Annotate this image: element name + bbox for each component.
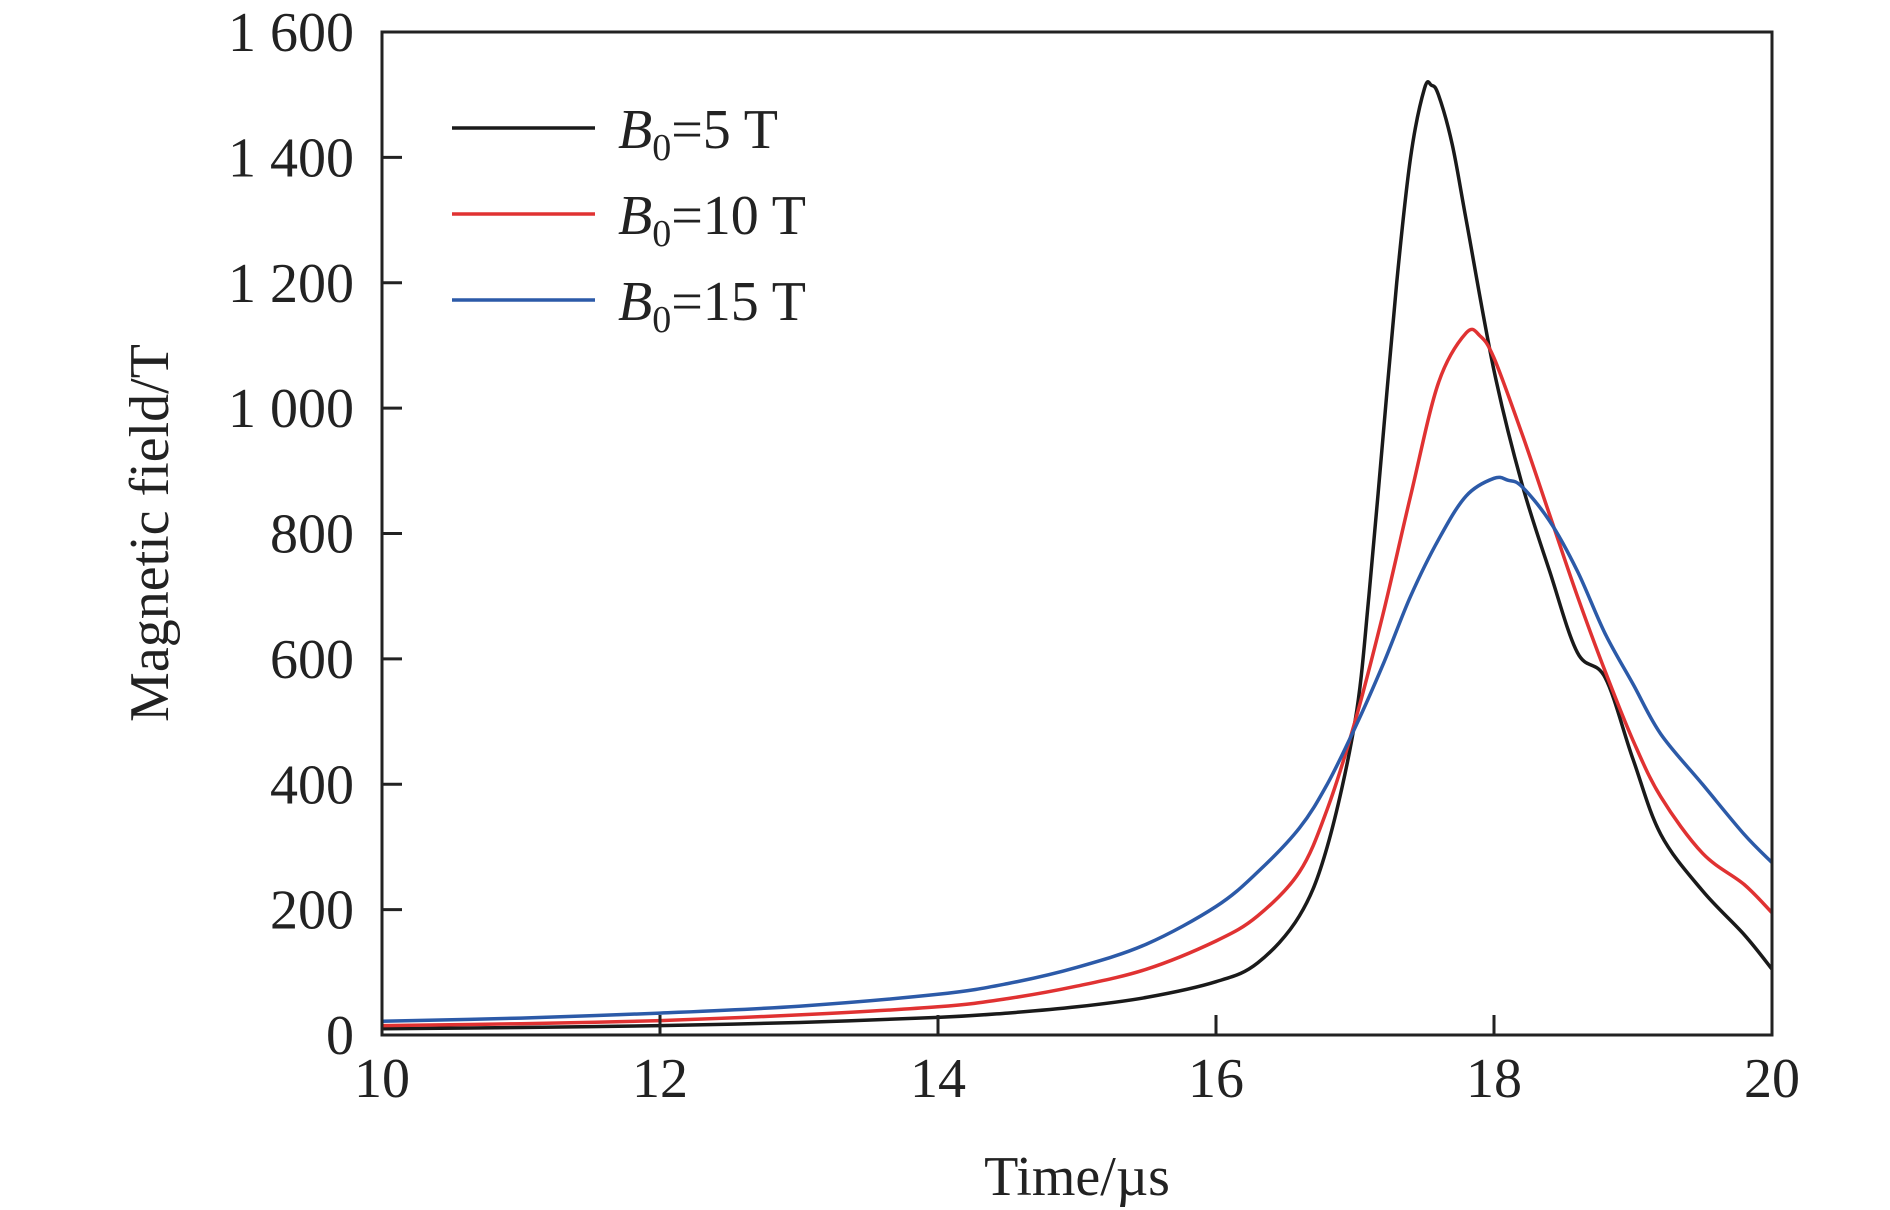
y-tick-label-0: 0 xyxy=(326,1005,354,1067)
plot-frame xyxy=(380,30,1774,1037)
y-tick-label-7: 1 400 xyxy=(228,127,354,189)
series-line-0 xyxy=(381,80,1774,1031)
x-tick-label-4: 18 xyxy=(1466,1048,1522,1110)
legend-label-2: B0=15 T xyxy=(618,271,806,341)
x-tick-label-3: 16 xyxy=(1188,1048,1244,1110)
legend-label-1: B0=10 T xyxy=(618,185,806,255)
y-tick-label-2: 400 xyxy=(270,754,354,816)
series-line-2 xyxy=(381,475,1774,1023)
x-tick-label-2: 14 xyxy=(910,1048,966,1110)
x-tick-label-0: 10 xyxy=(354,1048,410,1110)
legend: B0=5 T B0=10 T B0=15 T xyxy=(452,99,806,341)
y-tick-label-5: 1 000 xyxy=(228,378,354,440)
y-axis-title: Magnetic field/T xyxy=(119,344,181,722)
x-tick-label-5: 20 xyxy=(1744,1048,1800,1110)
y-tick-label-4: 800 xyxy=(270,504,354,566)
x-axis-title: Time/µs xyxy=(984,1146,1170,1208)
legend-label-0: B0=5 T xyxy=(618,99,778,169)
y-tick-label-1: 200 xyxy=(270,880,354,942)
x-tick-label-1: 12 xyxy=(632,1048,688,1110)
plot-lines xyxy=(381,80,1774,1031)
y-tick-label-3: 600 xyxy=(270,629,354,691)
series-line-1 xyxy=(381,327,1774,1028)
y-tick-label-6: 1 200 xyxy=(228,253,354,315)
y-tick-label-8: 1 600 xyxy=(228,2,354,64)
